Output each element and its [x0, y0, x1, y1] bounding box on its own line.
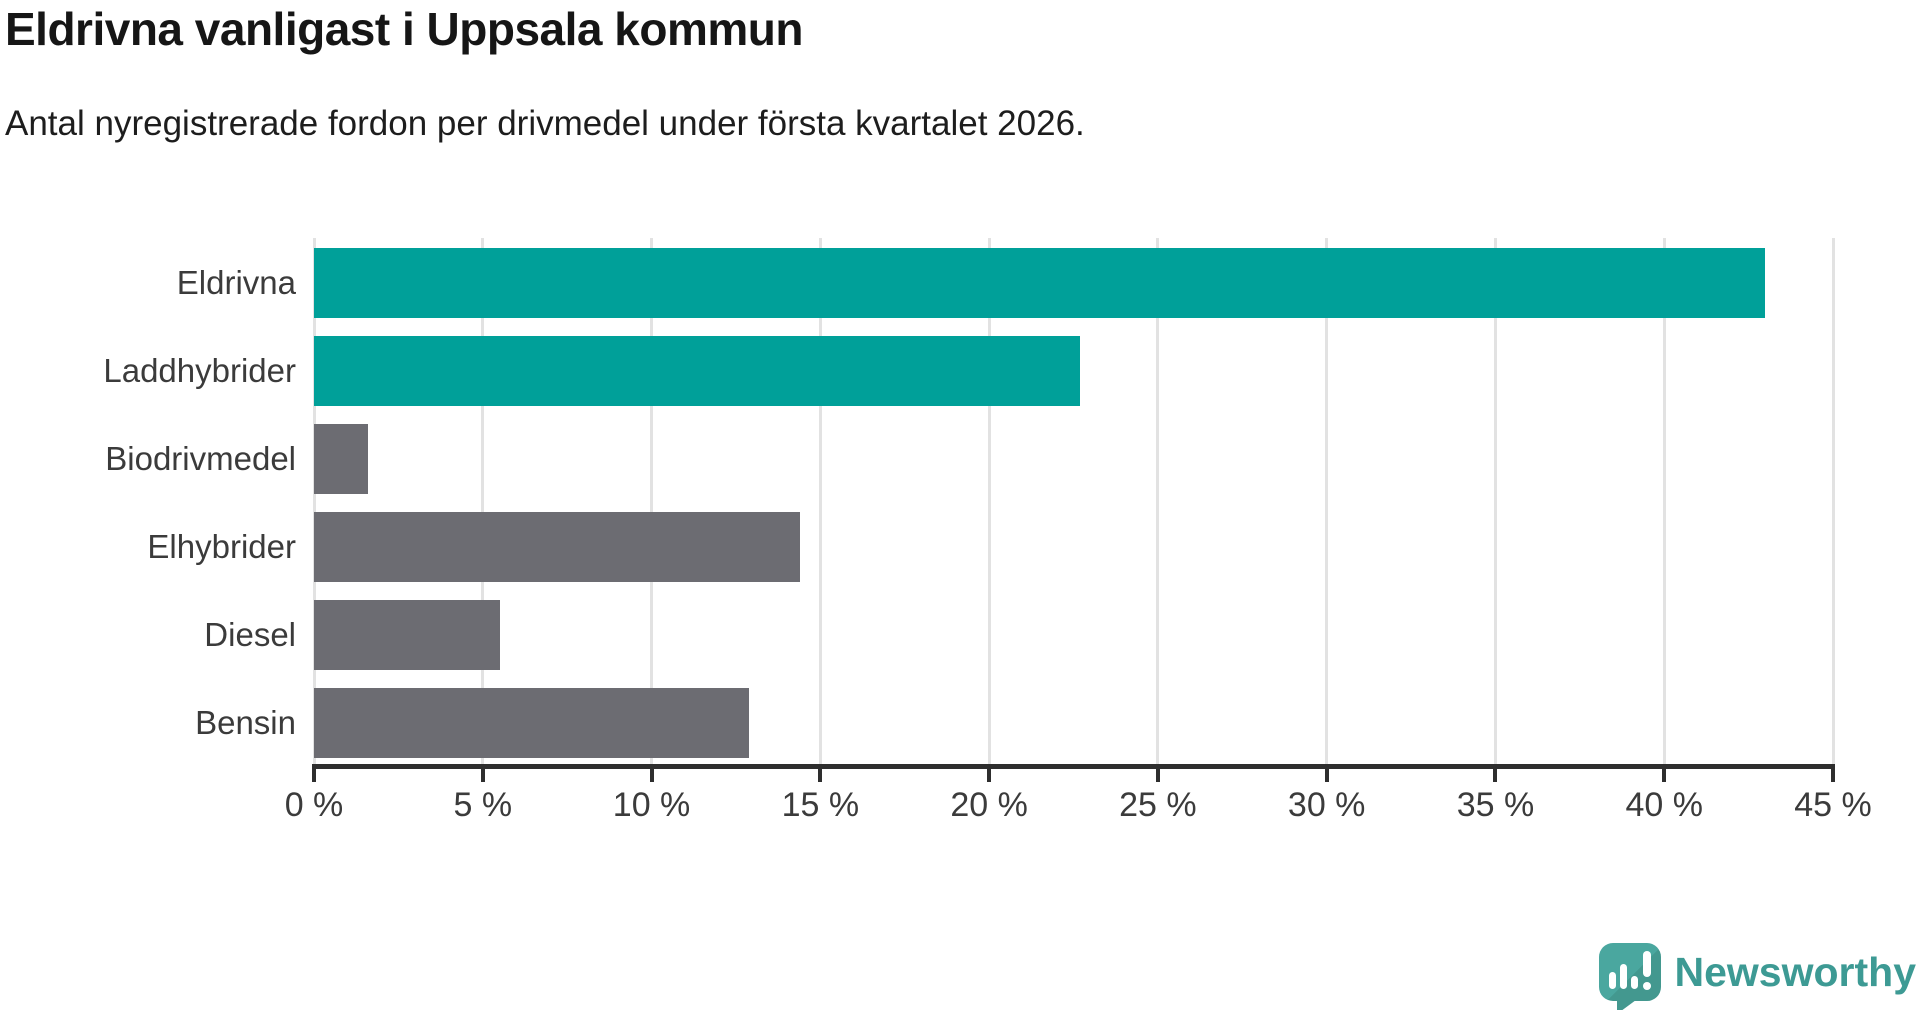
gridline-40 [1662, 238, 1666, 764]
gridline-5 [481, 238, 485, 764]
bar-eldrivna [314, 248, 1766, 318]
chart-title: Eldrivna vanligast i Uppsala kommun [5, 3, 803, 55]
x-tick-0 [312, 769, 316, 782]
category-label-diesel: Diesel [204, 616, 296, 653]
bar-laddhybrider [314, 336, 1081, 406]
category-label-elhybrider: Elhybrider [147, 528, 296, 565]
x-tick-label-15: 15 % [781, 786, 860, 824]
category-label-bensin: Bensin [195, 704, 296, 741]
x-tick-45 [1831, 769, 1835, 782]
x-tick-label-0: 0 % [284, 786, 344, 824]
logo-exclamation-dot [1642, 982, 1651, 990]
x-tick-label-35: 35 % [1456, 786, 1535, 824]
newsworthy-logo-icon [1598, 943, 1661, 1010]
x-tick-40 [1662, 769, 1667, 782]
brand-name: Newsworthy [1674, 948, 1917, 995]
x-tick-label-30: 30 % [1287, 786, 1366, 824]
x-tick-35 [1493, 769, 1498, 782]
x-tick-label-5: 5 % [453, 786, 513, 824]
x-tick-label-20: 20 % [950, 786, 1028, 824]
x-tick-25 [1155, 769, 1160, 782]
gridline-10 [650, 238, 654, 764]
gridline-0 [312, 238, 316, 764]
gridline-25 [1156, 238, 1160, 764]
gridline-35 [1493, 238, 1497, 764]
bar-diesel [314, 600, 500, 670]
bar-biodrivmedel [314, 424, 368, 494]
logo-bar-2 [1619, 964, 1627, 989]
x-tick-label-45: 45 % [1794, 786, 1872, 824]
logo-bar-1 [1608, 972, 1616, 989]
category-label-laddhybrider: Laddhybrider [103, 352, 296, 389]
bar-bensin [314, 688, 750, 758]
x-tick-5 [480, 769, 485, 782]
x-tick-10 [649, 769, 654, 782]
x-tick-15 [818, 769, 823, 782]
chart-subtitle: Antal nyregistrerade fordon per drivmede… [5, 104, 1085, 143]
gridline-30 [1325, 238, 1329, 764]
branding: Newsworthy [1598, 943, 1917, 1010]
logo-exclamation-bar [1642, 951, 1651, 977]
logo-bar-3 [1630, 976, 1638, 989]
x-tick-label-40: 40 % [1625, 786, 1703, 824]
gridline-45 [1831, 238, 1835, 764]
category-label-biodrivmedel: Biodrivmedel [105, 440, 296, 477]
x-tick-label-10: 10 % [612, 786, 691, 824]
x-axis-line [312, 764, 1835, 769]
category-label-eldrivna: Eldrivna [176, 264, 296, 301]
x-tick-30 [1324, 769, 1329, 782]
x-tick-20 [987, 769, 992, 782]
speech-bubble-tail [1616, 1000, 1636, 1010]
bar-elhybrider [314, 512, 801, 582]
gridline-20 [987, 238, 991, 764]
x-tick-label-25: 25 % [1119, 786, 1197, 824]
gridline-15 [818, 238, 822, 764]
